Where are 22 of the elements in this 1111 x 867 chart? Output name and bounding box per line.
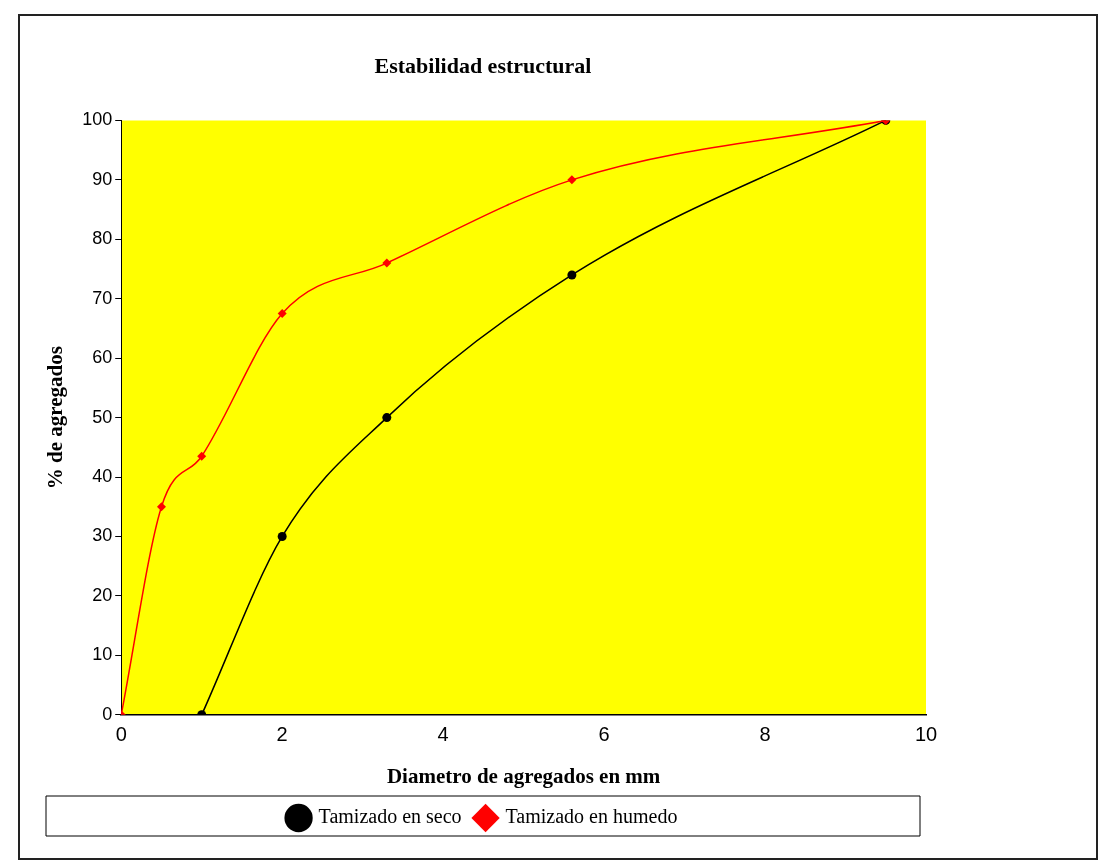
y-axis-title: % de agregados — [43, 346, 68, 490]
y-tick-label: 80 — [92, 228, 113, 249]
y-tick-label: 0 — [102, 703, 113, 724]
x-axis-title: Diametro de agregados en mm — [386, 763, 661, 788]
y-tick-label: 60 — [92, 347, 113, 368]
legend-label: Tamizado en humedo — [505, 805, 678, 828]
x-tick-label: 8 — [759, 723, 771, 746]
x-tick-label: 10 — [914, 723, 938, 746]
legend-label: Tamizado en seco — [318, 805, 462, 828]
y-tick-label: 10 — [92, 644, 113, 665]
y-tick-label: 50 — [92, 406, 113, 427]
y-tick-label: 90 — [92, 168, 113, 189]
y-tick-label: 70 — [92, 287, 113, 308]
y-tick-label: 30 — [92, 525, 113, 546]
chart-title: Estabilidad estructural — [374, 52, 592, 78]
x-tick-label: 4 — [437, 723, 449, 746]
y-tick-label: 20 — [92, 584, 113, 605]
y-tick-label: 100 — [82, 109, 113, 130]
x-tick-label: 0 — [115, 723, 127, 746]
x-tick-label: 2 — [276, 723, 288, 746]
y-tick-label: 40 — [92, 466, 113, 487]
x-tick-label: 6 — [598, 723, 610, 746]
